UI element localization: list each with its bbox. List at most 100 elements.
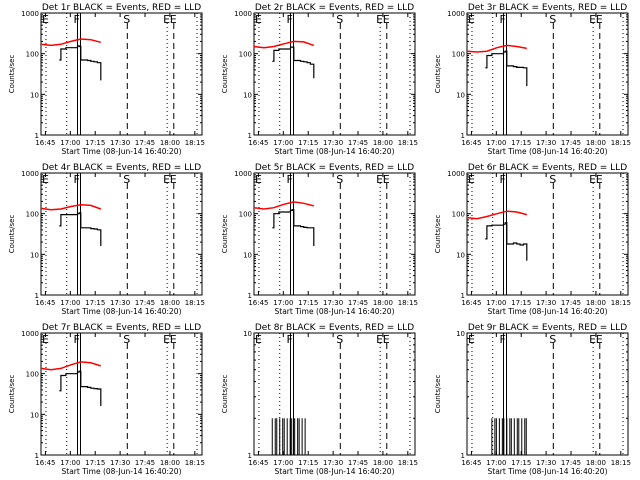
x-tick-label: 17:30 [323,459,343,467]
x-tick-label: 17:00 [60,299,80,307]
x-tick-label: 17:15 [298,459,318,467]
event-label: S [123,333,130,346]
x-tick-label: 17:30 [536,459,556,467]
x-tick-label: 17:15 [511,299,531,307]
panel-det-8: Det 8r BLACK = Events, RED = LLD 1 10 16:45… [221,323,418,476]
y-tick-label: 1000 [234,10,252,18]
x-tick-label: 16:45 [461,459,481,467]
events-curve [485,222,528,261]
event-label: E [163,173,170,186]
lld-curve [40,204,102,211]
x-tick-label: 17:45 [135,139,155,147]
x-tick-label: 17:15 [85,299,105,307]
x-tick-label: 18:15 [611,459,631,467]
x-tick-label: 16:45 [35,299,55,307]
x-tick-label: 16:45 [461,139,481,147]
event-label: F [500,13,506,26]
event-label: E [589,173,596,186]
x-axis-label: Start Time (08-Jun-14 16:40:20) [488,147,608,156]
x-axis-label: Start Time (08-Jun-14 16:40:20) [62,467,182,476]
x-tick-label: 17:15 [298,299,318,307]
y-tick-label: 10 [243,330,252,338]
plot-frame [253,12,416,136]
y-tick-label: 10 [243,251,252,259]
x-axis-label: Start Time (08-Jun-14 16:40:20) [62,307,182,316]
panel-det-3: Det 3r BLACK = Events, RED = LLD 1 10 100 10… [434,3,631,156]
x-tick-label: 16:45 [461,299,481,307]
event-label: S [336,13,343,26]
y-tick-label: 1000 [447,10,465,18]
x-tick-label: 17:30 [323,299,343,307]
x-tick-label: 17:00 [486,299,506,307]
event-label: S [549,13,556,26]
x-tick-label: 17:00 [60,139,80,147]
y-tick-label: 10 [30,91,39,99]
lld-curve [253,40,315,49]
y-tick-label: 1 [35,452,39,460]
x-tick-label: 18:00 [160,459,180,467]
y-tick-label: 1 [248,452,252,460]
event-label: E [596,333,603,346]
event-label: E [383,333,390,346]
x-tick-label: 17:45 [348,459,368,467]
x-tick-label: 17:15 [85,139,105,147]
x-tick-label: 17:30 [110,459,130,467]
x-tick-label: 17:00 [273,299,293,307]
y-axis-label: Counts/sec [221,375,229,414]
y-tick-label: 1000 [21,10,39,18]
event-label: S [549,333,556,346]
event-label: F [74,13,80,26]
x-tick-label: 18:15 [185,299,205,307]
panel-det-7: Det 7r BLACK = Events, RED = LLD 1 10 100 10… [8,323,205,476]
y-tick-label: 100 [26,211,39,219]
x-tick-label: 17:15 [85,459,105,467]
y-axis-label: Counts/sec [8,215,16,254]
plot-frame [40,332,203,456]
x-axis-label: Start Time (08-Jun-14 16:40:20) [275,147,395,156]
panel-det-9: Det 9r BLACK = Events, RED = LLD 1 10 16:45… [434,323,631,476]
x-tick-label: 18:00 [373,139,393,147]
plot-frame [466,332,629,456]
events-curve [272,46,315,79]
y-tick-label: 10 [30,411,39,419]
y-axis-label: Counts/sec [8,55,16,94]
panel-det-5: Det 5r BLACK = Events, RED = LLD 1 10 100 10… [221,163,418,316]
event-label: E [468,173,475,186]
y-tick-label: 1 [35,292,39,300]
panel-title: Det 8r BLACK = Events, RED = LLD [255,323,414,333]
panel-title: Det 4r BLACK = Events, RED = LLD [42,163,201,173]
x-tick-label: 18:00 [586,299,606,307]
x-tick-label: 18:15 [398,299,418,307]
x-tick-label: 17:00 [273,459,293,467]
lld-curve [253,201,314,210]
y-tick-label: 10 [456,91,465,99]
panel-title: Det 9r BLACK = Events, RED = LLD [468,323,627,333]
x-tick-label: 18:00 [160,139,180,147]
x-tick-label: 17:45 [135,459,155,467]
event-label: F [74,333,80,346]
y-tick-label: 10 [243,91,252,99]
y-tick-label: 100 [452,211,465,219]
y-axis-label: Counts/sec [434,215,442,254]
x-tick-label: 17:30 [110,299,130,307]
x-tick-label: 17:45 [348,299,368,307]
x-tick-label: 16:45 [35,459,55,467]
x-tick-label: 18:15 [398,139,418,147]
events-curve [59,370,102,406]
plot-frame [466,172,629,296]
event-label: E [255,13,262,26]
x-tick-label: 17:30 [536,139,556,147]
y-axis-label: Counts/sec [434,375,442,414]
events-curve [59,45,102,81]
y-tick-label: 1000 [21,330,39,338]
x-tick-label: 17:30 [323,139,343,147]
y-tick-label: 1 [248,292,252,300]
y-tick-label: 1 [248,132,252,140]
event-label: E [170,333,177,346]
event-label: E [170,13,177,26]
panel-title: Det 6r BLACK = Events, RED = LLD [468,163,627,173]
event-label: E [596,173,603,186]
plot-frame [253,332,416,456]
panel-title: Det 3r BLACK = Events, RED = LLD [468,3,627,13]
